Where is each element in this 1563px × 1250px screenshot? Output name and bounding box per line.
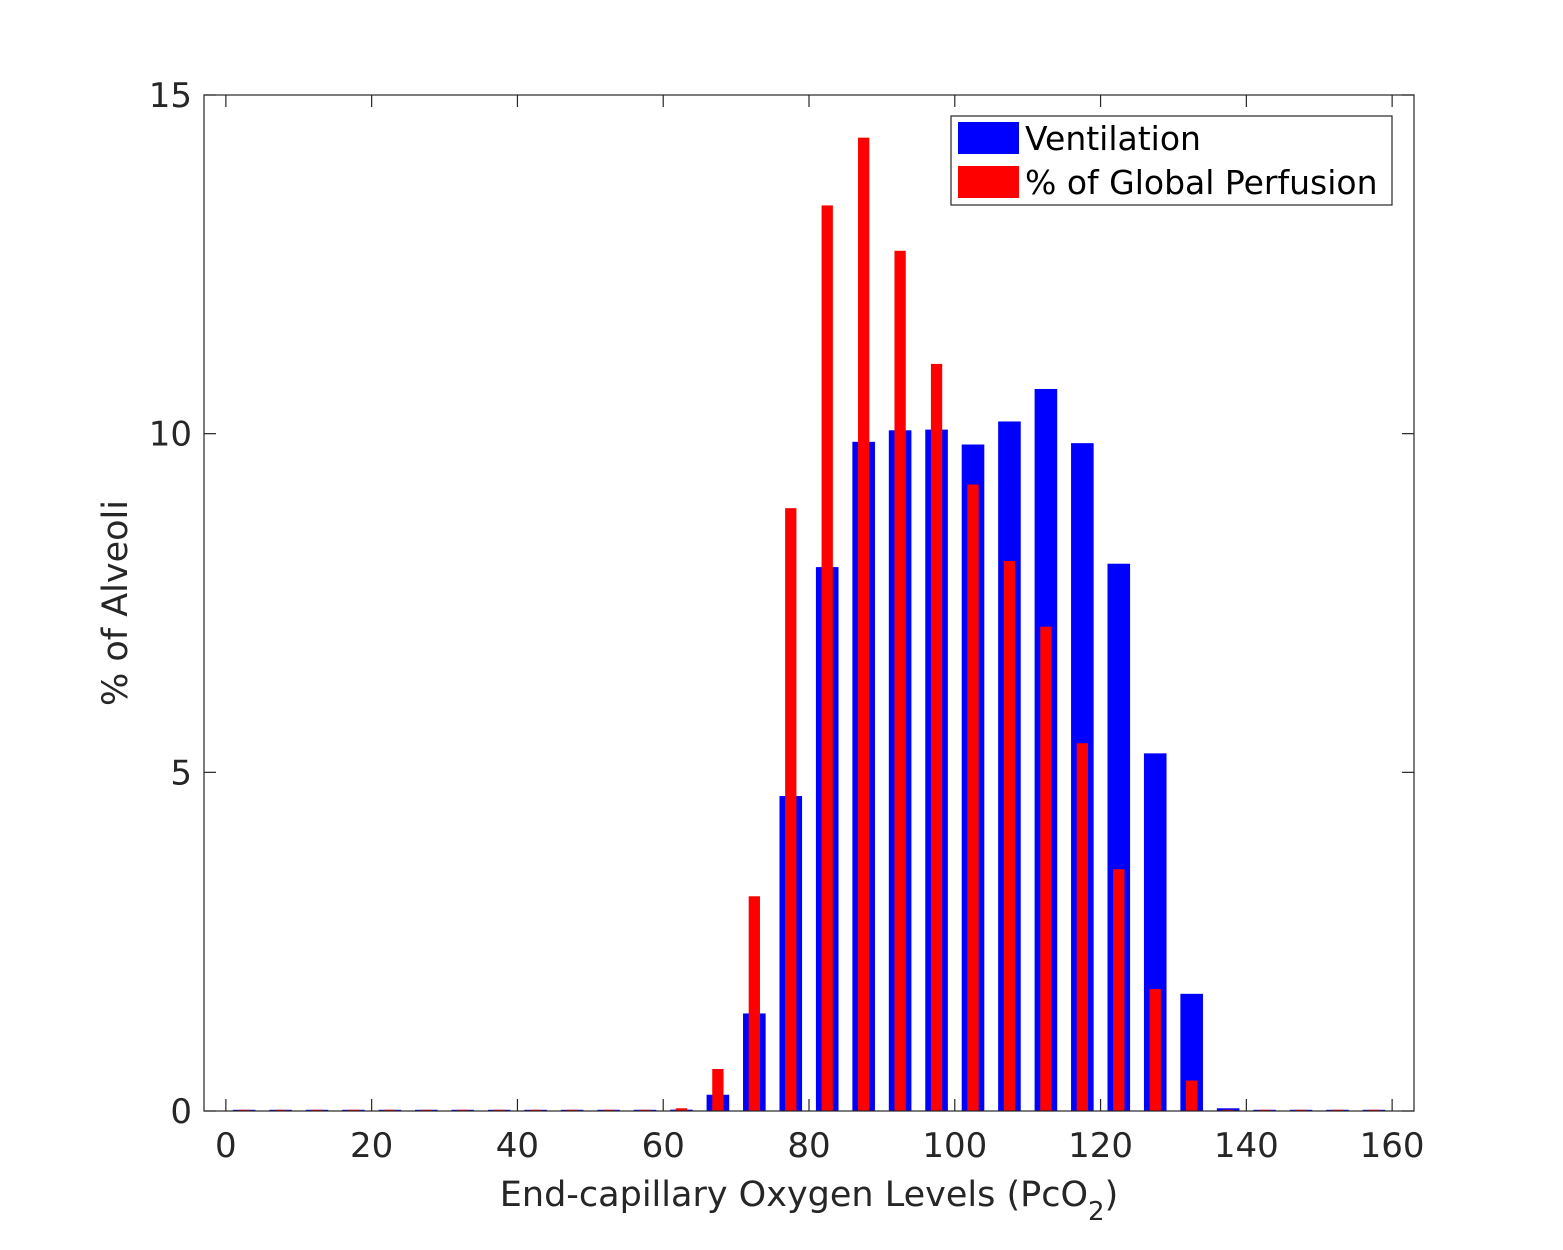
legend-label-ventilation: Ventilation <box>1025 119 1201 158</box>
perfusion-bar <box>894 250 906 1111</box>
perfusion-bar <box>785 508 797 1111</box>
x-axis-label: End-capillary Oxygen Levels (PcO2) <box>500 1175 1118 1227</box>
perfusion-bar <box>821 205 833 1111</box>
x-tick-label: 140 <box>1214 1126 1279 1166</box>
legend-swatch-ventilation <box>958 122 1019 154</box>
perfusion-bar <box>748 896 760 1111</box>
plot-area <box>204 95 1414 1111</box>
perfusion-bar <box>712 1069 724 1111</box>
perfusion-bar <box>1186 1080 1198 1111</box>
tick-labels: 0 20 40 60 80 100 120 140 160 0 5 10 15 <box>149 76 1425 1166</box>
x-tick-label: 120 <box>1068 1126 1133 1166</box>
perfusion-bar <box>1076 743 1088 1111</box>
perfusion-bar <box>1113 869 1125 1111</box>
legend: Ventilation % of Global Perfusion <box>950 115 1393 206</box>
perfusion-bar <box>858 137 870 1111</box>
y-axis-label: % of Alveoli <box>96 500 136 706</box>
perfusion-bar <box>930 363 943 1111</box>
y-tick-label: 10 <box>149 415 192 455</box>
x-tick-label: 40 <box>496 1126 539 1166</box>
legend-swatch-perfusion <box>958 166 1019 198</box>
perfusion-bar <box>675 1108 688 1111</box>
perfusion-series <box>238 137 1380 1111</box>
x-tick-label: 20 <box>350 1126 393 1166</box>
perfusion-bar <box>1149 989 1161 1111</box>
perfusion-bar <box>1040 626 1052 1111</box>
x-tick-label: 80 <box>787 1126 830 1166</box>
ventilation-bar <box>1216 1108 1240 1111</box>
legend-label-perfusion: % of Global Perfusion <box>1025 163 1378 202</box>
y-tick-label: 15 <box>149 76 192 116</box>
axis-ticks <box>204 94 1414 1112</box>
y-tick-label: 5 <box>170 753 192 793</box>
x-tick-label: 60 <box>642 1126 685 1166</box>
x-tick-label: 160 <box>1360 1126 1425 1166</box>
perfusion-bar <box>1003 561 1016 1111</box>
x-tick-label: 0 <box>215 1126 237 1166</box>
x-tick-label: 100 <box>922 1126 987 1166</box>
legend-box <box>950 115 1393 206</box>
y-tick-label: 0 <box>170 1092 192 1132</box>
perfusion-bar <box>967 484 979 1111</box>
